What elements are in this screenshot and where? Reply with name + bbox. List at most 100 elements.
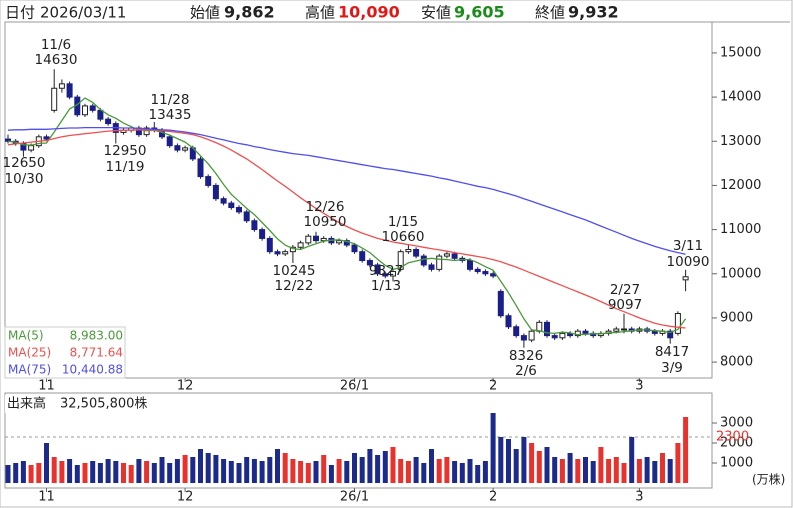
candle-body: [451, 253, 458, 259]
candle-body: [274, 251, 281, 255]
candle-body: [51, 87, 58, 111]
volume-bar: [667, 459, 673, 483]
volume-bar: [413, 457, 419, 483]
volume-bar: [136, 459, 142, 483]
candle-body: [266, 237, 273, 253]
annotation-value: 12650: [3, 155, 46, 171]
volume-bar: [213, 455, 219, 483]
candle-body: [197, 158, 204, 178]
candle-body: [297, 242, 304, 248]
reference-label: 2300: [716, 430, 749, 445]
candle-body: [305, 235, 312, 244]
candle-body: [82, 105, 88, 116]
candle-body: [336, 240, 343, 244]
volume-bar: [105, 459, 111, 483]
volume-bar: [452, 461, 458, 483]
volume-bar: [36, 463, 42, 483]
volume-title: 出来高: [7, 396, 46, 412]
candle-body: [58, 83, 65, 89]
volume-bar: [97, 463, 103, 483]
ma-line: [7, 126, 686, 255]
volume-bar: [275, 449, 280, 483]
candle-body: [574, 330, 581, 337]
volume-bar: [59, 461, 65, 483]
x-tick-label: 3: [635, 490, 643, 505]
y-tick-label: 2000: [720, 436, 753, 451]
candle-body: [313, 235, 319, 242]
volume-bar: [305, 463, 311, 483]
volume-bar: [398, 459, 404, 483]
high-label: 高値: [305, 4, 335, 22]
y-tick-label: 10000: [720, 266, 761, 281]
annotation-value: 12950: [104, 143, 147, 159]
candle-body: [443, 253, 450, 257]
candle-body: [282, 251, 289, 255]
x-tick-label: 3: [635, 379, 643, 394]
annotation-value: 8417: [655, 344, 689, 360]
x-tick-label: 26/1: [340, 379, 369, 394]
y-tick-label: 13000: [720, 134, 761, 149]
candle-body: [682, 276, 689, 281]
high-value: 10,090: [338, 3, 400, 22]
volume-bar: [198, 449, 203, 483]
candle-body: [390, 271, 396, 277]
candle-body: [366, 260, 373, 266]
annotation-date: 11/6: [41, 37, 71, 53]
candle-body: [482, 271, 489, 275]
volume-bar: [367, 449, 373, 483]
volume-bar: [621, 463, 627, 483]
candle-body: [613, 328, 620, 332]
volume-bar: [282, 453, 288, 483]
annotation-value: 8326: [509, 348, 543, 364]
volume-bar: [544, 447, 550, 483]
candle-body: [559, 332, 566, 339]
volume-bar: [675, 443, 681, 483]
ma-legend: [4, 326, 126, 379]
volume-bar: [28, 465, 34, 483]
annotation-value: 13435: [149, 107, 192, 123]
volume-bar: [629, 437, 635, 483]
volume-bar: [536, 451, 542, 483]
date-label: 日付: [5, 4, 35, 22]
volume-bar: [298, 461, 304, 483]
legend-name: MA(5): [8, 329, 44, 343]
volume-bar: [552, 457, 558, 483]
volume-bar: [559, 459, 565, 483]
volume-bar: [436, 459, 442, 483]
volume-bar: [652, 461, 658, 483]
y-tick-label: 15000: [720, 45, 761, 60]
candle-body: [536, 321, 543, 332]
candle-body: [621, 328, 627, 331]
candle-body: [413, 248, 420, 257]
x-tick-label: 11: [38, 490, 55, 505]
candle-body: [490, 273, 497, 277]
annotation-value: 9097: [608, 297, 642, 313]
volume-bar: [567, 453, 573, 483]
date: 2026/03/11: [40, 4, 126, 22]
low-value: 9,605: [454, 3, 505, 22]
volume-bar: [482, 461, 488, 483]
volume-bar: [636, 459, 642, 483]
candle-body: [182, 147, 189, 151]
volume-bar: [590, 461, 596, 483]
volume-bar: [352, 453, 357, 483]
volume-bar: [459, 463, 465, 483]
annotation-date: 11/28: [151, 92, 190, 108]
volume-bar: [290, 459, 296, 483]
candle-body: [89, 105, 96, 111]
candle-body: [582, 330, 589, 334]
x-tick-label: 12: [177, 490, 194, 505]
annotation-value: 10660: [382, 229, 425, 245]
annotation-date: 1/15: [388, 214, 418, 230]
ma-line: [7, 129, 686, 329]
volume-bar: [228, 461, 234, 483]
volume-bar: [128, 465, 134, 483]
volume-total: 32,505,800株: [60, 397, 147, 412]
candle-body: [420, 255, 427, 266]
candle-body: [405, 248, 412, 253]
x-tick-label: 11: [38, 379, 55, 394]
volume-bar: [174, 459, 180, 483]
volume-bar: [644, 457, 650, 483]
volume-bar: [529, 443, 535, 483]
